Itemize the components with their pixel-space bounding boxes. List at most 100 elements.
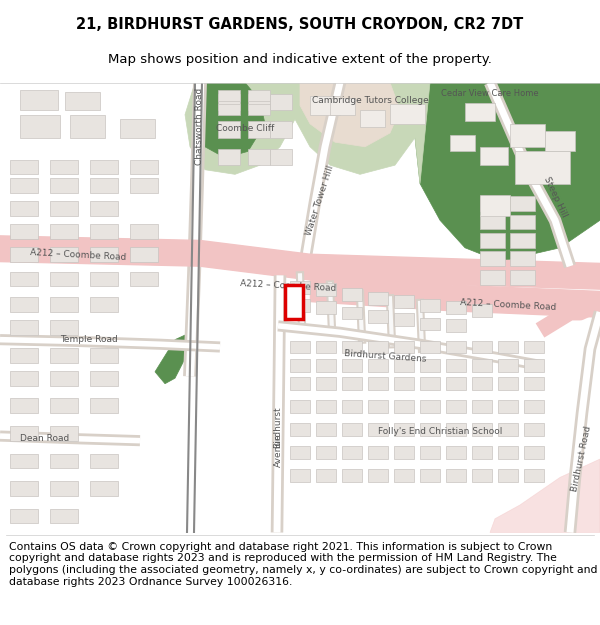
Bar [465, 102, 495, 121]
Bar [368, 446, 388, 459]
Polygon shape [490, 459, 600, 532]
Text: Folly's End Christian School: Folly's End Christian School [378, 427, 502, 436]
Bar [316, 423, 336, 436]
Bar [218, 90, 240, 101]
Bar [290, 446, 310, 459]
Polygon shape [300, 82, 400, 147]
Bar [420, 469, 440, 482]
Bar [472, 304, 492, 317]
Bar [420, 446, 440, 459]
Bar [290, 281, 310, 294]
Bar [446, 301, 466, 314]
Bar [472, 423, 492, 436]
Bar [394, 400, 414, 413]
Bar [524, 423, 544, 436]
Bar [90, 398, 118, 413]
Text: Cedar View Care Home: Cedar View Care Home [441, 89, 539, 98]
Bar [394, 446, 414, 459]
Bar [248, 149, 270, 165]
Bar [446, 319, 466, 332]
Bar [50, 481, 78, 496]
Bar [130, 272, 158, 286]
Bar [498, 378, 518, 390]
Bar [342, 341, 362, 353]
Bar [285, 284, 303, 319]
Bar [316, 282, 336, 296]
Bar [446, 400, 466, 413]
Bar [90, 371, 118, 386]
Bar [50, 426, 78, 441]
Bar [510, 233, 535, 248]
Text: A212 – Coombe Road: A212 – Coombe Road [240, 279, 337, 293]
Bar [10, 201, 38, 216]
Bar [90, 298, 118, 312]
Bar [10, 159, 38, 174]
Text: 21, BIRDHURST GARDENS, SOUTH CROYDON, CR2 7DT: 21, BIRDHURST GARDENS, SOUTH CROYDON, CR… [76, 18, 524, 32]
Bar [368, 359, 388, 372]
Bar [10, 247, 38, 262]
Bar [480, 251, 505, 266]
Bar [90, 201, 118, 216]
Bar [515, 151, 570, 184]
Text: Chatsworth Road: Chatsworth Road [196, 88, 205, 165]
Bar [545, 131, 575, 151]
Bar [390, 104, 425, 124]
Bar [270, 149, 292, 165]
Bar [10, 371, 38, 386]
Bar [498, 341, 518, 353]
Bar [420, 359, 440, 372]
Text: Temple Road: Temple Road [60, 335, 118, 344]
Bar [342, 400, 362, 413]
Bar [50, 178, 78, 192]
Bar [394, 378, 414, 390]
Bar [498, 359, 518, 372]
Bar [10, 321, 38, 335]
Bar [472, 378, 492, 390]
Bar [394, 359, 414, 372]
Bar [10, 224, 38, 239]
Bar [316, 378, 336, 390]
Bar [270, 121, 292, 138]
Bar [248, 104, 270, 114]
Bar [290, 359, 310, 372]
Polygon shape [195, 82, 265, 158]
Bar [472, 341, 492, 353]
Bar [446, 341, 466, 353]
Bar [510, 215, 535, 229]
Bar [510, 270, 535, 284]
Bar [472, 469, 492, 482]
Bar [316, 359, 336, 372]
Bar [218, 121, 240, 138]
Bar [480, 196, 510, 216]
Text: Coombe Cliff: Coombe Cliff [216, 124, 274, 133]
Polygon shape [295, 82, 430, 184]
Bar [90, 454, 118, 468]
Bar [50, 272, 78, 286]
Bar [394, 313, 414, 326]
Bar [120, 119, 155, 138]
Bar [480, 215, 505, 229]
Bar [218, 149, 240, 165]
Bar [50, 247, 78, 262]
Text: Birdhurst Gardens: Birdhurst Gardens [344, 349, 427, 364]
Bar [50, 159, 78, 174]
Bar [394, 294, 414, 308]
Bar [50, 201, 78, 216]
Bar [90, 272, 118, 286]
Text: Map shows position and indicative extent of the property.: Map shows position and indicative extent… [108, 53, 492, 66]
Bar [360, 110, 385, 127]
Bar [218, 104, 240, 114]
Bar [420, 299, 440, 312]
Bar [270, 94, 292, 110]
Polygon shape [440, 82, 520, 142]
Bar [342, 288, 362, 301]
Bar [10, 426, 38, 441]
Bar [472, 359, 492, 372]
Polygon shape [155, 335, 190, 384]
Bar [50, 509, 78, 523]
Bar [290, 423, 310, 436]
Bar [498, 446, 518, 459]
Bar [290, 299, 310, 312]
Bar [342, 378, 362, 390]
Bar [450, 135, 475, 151]
